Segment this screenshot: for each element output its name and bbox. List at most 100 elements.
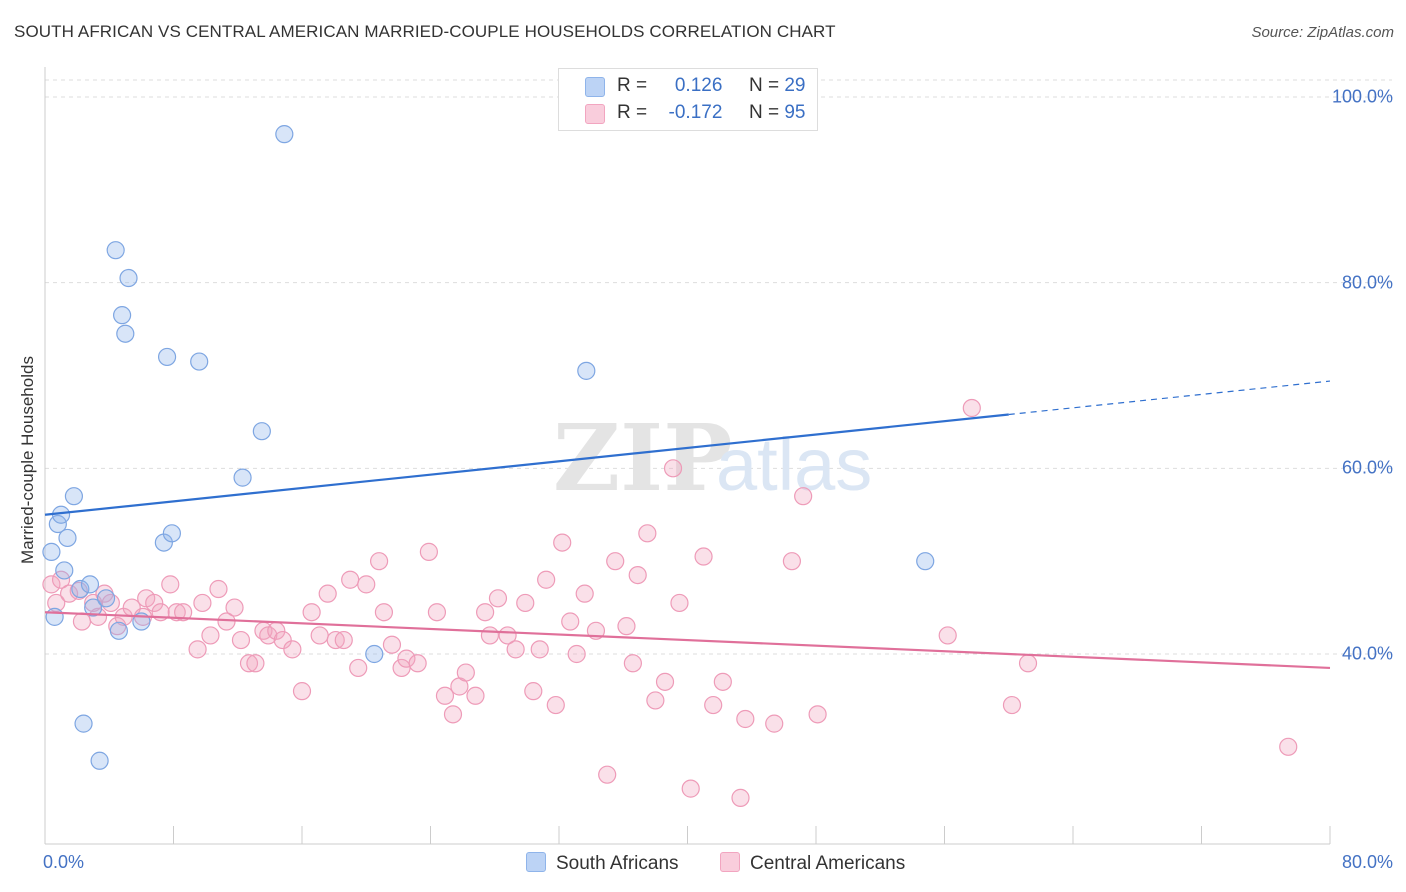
central-american-point <box>655 672 675 691</box>
south-africans-trend-line <box>44 413 1009 516</box>
central-american-point <box>443 705 463 724</box>
central-american-point <box>209 579 228 599</box>
central-american-point <box>201 626 220 645</box>
south-african-point <box>577 361 596 380</box>
central-american-point <box>567 644 586 664</box>
south-african-point <box>190 352 209 371</box>
central-american-point <box>623 654 642 673</box>
south-african-point <box>80 575 100 594</box>
central-american-point <box>188 640 207 659</box>
south-african-point <box>64 487 84 506</box>
watermark-atlas: atlas <box>716 423 872 506</box>
central-american-point <box>553 533 572 552</box>
south-african-point <box>90 751 109 770</box>
south-african-point <box>58 528 77 548</box>
central-american-point <box>231 630 251 650</box>
central-american-point <box>47 593 66 613</box>
central-american-point <box>575 584 594 603</box>
legend-swatch-pink <box>585 104 605 124</box>
central-american-point <box>808 705 827 724</box>
central-american-point <box>246 654 265 673</box>
central-american-point <box>435 686 455 705</box>
south-african-point <box>84 598 103 617</box>
x-tick-label-min: 0.0% <box>43 852 85 872</box>
series-name: Central Americans <box>750 853 906 874</box>
south-african-point <box>365 644 384 664</box>
central-american-point <box>302 603 321 622</box>
correlation-legend: R = 0.126 N = 29 R = -0.172 N = 95 <box>558 68 818 131</box>
south-african-point <box>71 579 90 599</box>
south-african-point <box>55 561 74 580</box>
south-african-point <box>74 714 93 733</box>
central-american-point <box>736 709 755 729</box>
central-american-point <box>456 663 475 682</box>
south-african-point <box>252 422 271 441</box>
central-american-point <box>765 714 784 733</box>
central-american-point <box>476 603 495 622</box>
south-african-point <box>116 324 135 343</box>
central-american-point <box>193 593 212 613</box>
central-american-point <box>292 682 312 701</box>
south-african-point <box>96 589 116 608</box>
central-american-point <box>794 487 813 506</box>
central-american-point <box>374 603 394 622</box>
south-african-point <box>109 621 128 640</box>
central-americans-points <box>42 398 1298 807</box>
gridlines <box>45 79 1392 655</box>
south-african-point <box>162 524 181 543</box>
series-legend-central-americans: Central Americans <box>720 852 905 875</box>
south-african-point <box>916 552 935 571</box>
central-american-point <box>638 524 657 543</box>
central-american-point <box>782 552 802 571</box>
central-american-point <box>962 398 981 418</box>
central-american-point <box>1279 737 1298 756</box>
central-american-point <box>617 617 636 636</box>
central-american-point <box>466 686 485 705</box>
central-american-point <box>408 654 427 673</box>
south-african-point <box>42 542 61 561</box>
central-american-point <box>561 612 580 631</box>
central-american-point <box>704 695 723 715</box>
y-tick-label: 100.0% <box>1331 86 1393 107</box>
series-legend-south-africans: South Africans <box>526 852 679 875</box>
central-american-point <box>382 635 402 654</box>
central-american-point <box>598 765 617 784</box>
axes <box>44 67 1331 845</box>
central-american-point <box>349 658 368 678</box>
central-american-point <box>357 575 376 594</box>
trend-lines <box>44 380 1331 670</box>
central-american-point <box>167 603 186 622</box>
central-american-point <box>318 584 337 603</box>
central-american-point <box>72 612 92 631</box>
central-american-point <box>524 682 543 701</box>
south-african-point <box>112 306 132 325</box>
legend-swatch-blue <box>585 77 605 97</box>
y-tick-label: 40.0% <box>1341 643 1393 664</box>
central-american-point <box>713 672 732 691</box>
central-american-point <box>310 626 329 645</box>
central-american-point <box>1018 654 1038 673</box>
central-american-point <box>88 607 108 626</box>
series-name: South Africans <box>556 853 679 874</box>
central-american-point <box>681 779 700 798</box>
south-african-point <box>45 607 64 626</box>
central-american-point <box>694 547 713 566</box>
legend-r-label: R = <box>617 102 648 123</box>
legend-n-value: 95 <box>784 102 806 123</box>
central-american-point <box>161 575 180 594</box>
central-american-point <box>506 640 525 659</box>
central-american-point <box>225 598 244 617</box>
central-american-point <box>370 552 389 571</box>
central-american-point <box>488 589 508 608</box>
central-americans-trend-line <box>44 611 1331 670</box>
central-american-point <box>42 575 61 594</box>
central-american-point <box>546 695 565 715</box>
central-american-point <box>670 593 689 613</box>
central-american-point <box>273 630 292 650</box>
legend-swatch-blue <box>526 852 546 872</box>
central-american-point <box>283 640 302 659</box>
central-american-point <box>480 626 500 645</box>
central-american-point <box>397 649 416 668</box>
south-african-point <box>233 468 252 487</box>
